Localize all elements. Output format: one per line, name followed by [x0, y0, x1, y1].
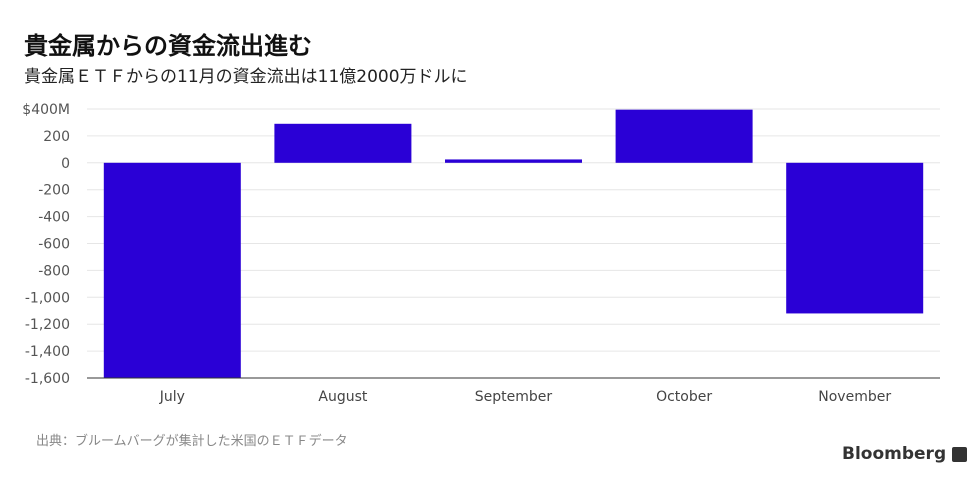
logo-text: Bloomberg — [842, 444, 947, 464]
y-tick-label: -800 — [38, 263, 70, 279]
bar — [786, 162, 924, 314]
bar — [445, 159, 582, 163]
y-tick-label: -1,200 — [25, 317, 70, 333]
x-tick-label: November — [818, 389, 891, 405]
chart-subtitle: 貴金属ＥＴＦからの11月の資金流出は11億2000万ドルに — [24, 67, 468, 87]
chart-icon — [952, 446, 968, 462]
y-tick-label: -1,400 — [25, 344, 70, 360]
x-tick-label: August — [318, 389, 368, 405]
bloomberg-logo: Bloomberg — [842, 444, 968, 464]
y-tick-label: -1,600 — [25, 371, 70, 387]
x-tick-label: September — [475, 389, 553, 405]
y-tick-label: 200 — [43, 129, 70, 145]
x-tick-label: July — [159, 389, 185, 405]
y-tick-label: $400M — [22, 102, 70, 118]
source-note: 出典：ブルームバーグが集計した米国のＥＴＦデータ — [36, 434, 348, 449]
x-tick-label: October — [656, 389, 712, 405]
chart-title: 貴金属からの資金流出進む — [24, 32, 312, 60]
bar — [274, 123, 412, 163]
bar — [615, 109, 753, 163]
y-tick-label: 0 — [61, 156, 70, 172]
y-tick-label: -400 — [38, 210, 70, 226]
y-tick-label: -200 — [38, 183, 70, 199]
y-tick-label: -1,000 — [25, 290, 70, 306]
bar — [103, 162, 241, 378]
y-tick-label: -600 — [38, 237, 70, 253]
